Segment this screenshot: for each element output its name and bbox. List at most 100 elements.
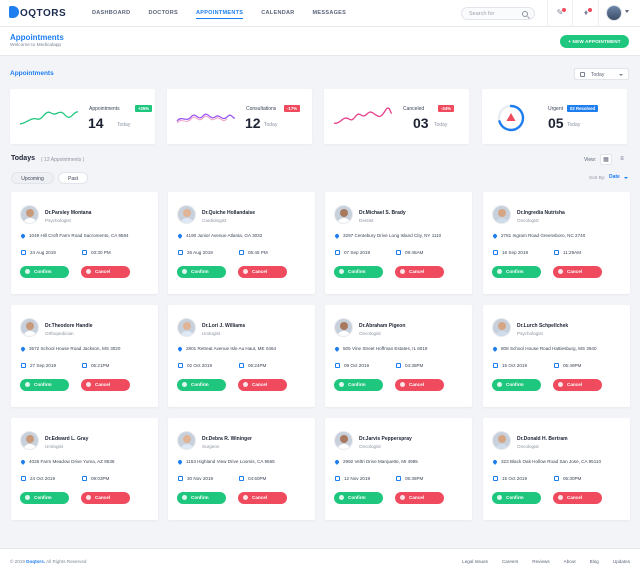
list-view-icon[interactable]: ≡ [620, 156, 624, 162]
doctor-name[interactable]: Dr.Abraham Pigeon [359, 323, 406, 329]
footer-link-about[interactable]: About [563, 559, 576, 564]
cancel-button[interactable]: Cancel [553, 266, 602, 278]
calendar-icon [178, 250, 183, 255]
alerts-icon[interactable]: ♦ [583, 8, 589, 17]
cancel-button[interactable]: Cancel [238, 492, 287, 504]
location-pin-icon [20, 346, 26, 352]
grid-view-icon[interactable]: ▦ [600, 154, 612, 165]
confirm-button[interactable]: Confirm [177, 492, 226, 504]
footer-link-careers[interactable]: Careers [501, 559, 519, 564]
chevron-down-icon[interactable] [624, 177, 628, 179]
check-icon [182, 495, 187, 500]
nav-messages[interactable]: MESSAGES [312, 10, 347, 16]
confirm-button[interactable]: Confirm [492, 266, 541, 278]
doctor-name[interactable]: Dr.Edward L. Gray [45, 436, 89, 442]
confirm-label: Confirm [348, 495, 366, 500]
cancel-button[interactable]: Cancel [553, 492, 602, 504]
cancel-button[interactable]: Cancel [81, 379, 130, 391]
confirm-button[interactable]: Confirm [177, 379, 226, 391]
cancel-button[interactable]: Cancel [395, 379, 444, 391]
page-title: Appointments [10, 33, 64, 42]
user-avatar[interactable] [606, 5, 622, 21]
brand-logo[interactable]: OQTORS [9, 6, 66, 19]
appointment-time: 09:03PM [91, 476, 110, 481]
doctor-name[interactable]: Dr.Jarvis Pepperspray [359, 436, 412, 442]
stat-badge: -34% [438, 105, 455, 112]
confirm-button[interactable]: Confirm [334, 266, 383, 278]
doctor-name[interactable]: Dr.Theodore Handle [45, 323, 93, 329]
doctor-name[interactable]: Dr.Donald H. Bertram [517, 436, 568, 442]
stat-badge: +25% [135, 105, 153, 112]
cancel-button[interactable]: Cancel [238, 266, 287, 278]
doctor-name[interactable]: Dr.Ingredia Nutrisha [517, 210, 565, 216]
appointment-time: 05:45 PM [248, 250, 268, 255]
confirm-button[interactable]: Confirm [20, 379, 69, 391]
sort-select[interactable]: Date [609, 174, 620, 180]
clock-icon [396, 250, 401, 255]
top-navbar: OQTORS DASHBOARD DOCTORS APPOINTMENTS CA… [0, 0, 640, 27]
cancel-button[interactable]: Cancel [553, 379, 602, 391]
tab-upcoming[interactable]: Upcoming [11, 172, 54, 184]
confirm-label: Confirm [34, 382, 52, 387]
clock-icon [554, 476, 559, 481]
calendar-icon [21, 363, 26, 368]
cancel-label: Cancel [95, 269, 111, 274]
stat-card-consultations: Consultations -17% 12 Today [167, 89, 312, 144]
cancel-label: Cancel [409, 495, 425, 500]
location-pin-icon [334, 233, 340, 239]
logo-mark-icon [9, 6, 19, 18]
cancel-label: Cancel [252, 382, 268, 387]
confirm-label: Confirm [34, 269, 52, 274]
confirm-label: Confirm [191, 269, 209, 274]
search-icon[interactable] [522, 11, 528, 17]
footer-link-legal[interactable]: Legal Issues [462, 559, 488, 564]
cancel-button[interactable]: Cancel [238, 379, 287, 391]
search-input[interactable]: Search for [461, 7, 535, 20]
confirm-button[interactable]: Confirm [492, 492, 541, 504]
chevron-down-icon[interactable] [625, 10, 629, 13]
clock-icon [239, 476, 244, 481]
new-appointment-button[interactable]: + NEW APPOINTMENT [560, 35, 629, 48]
confirm-button[interactable]: Confirm [20, 266, 69, 278]
confirm-button[interactable]: Confirm [20, 492, 69, 504]
notifications-icon[interactable]: ✎ [556, 8, 564, 17]
footer-link-blog[interactable]: Blog [589, 559, 599, 564]
clock-icon [82, 250, 87, 255]
confirm-label: Confirm [191, 382, 209, 387]
nav-appointments[interactable]: APPOINTMENTS [195, 10, 244, 19]
check-icon [339, 495, 344, 500]
cancel-button[interactable]: Cancel [81, 266, 130, 278]
tab-past[interactable]: Past [58, 172, 88, 184]
doctor-name[interactable]: Dr.Michael S. Brady [359, 210, 406, 216]
calendar-icon [493, 476, 498, 481]
appointment-date: 07 Sep 2019 [344, 250, 371, 255]
close-icon [243, 495, 248, 500]
cancel-button[interactable]: Cancel [395, 492, 444, 504]
footer-link-updates[interactable]: Updates [612, 559, 630, 564]
doctor-name[interactable]: Dr.Lurch Schpellchek [517, 323, 569, 329]
doctor-name[interactable]: Dr.Debra R. Wininger [202, 436, 252, 442]
confirm-button[interactable]: Confirm [177, 266, 226, 278]
doctor-avatar [20, 431, 39, 450]
location-pin-icon [20, 233, 26, 239]
clock-icon [239, 363, 244, 368]
address: 2992 Veltri Drive Marquette, MI 4985 [343, 459, 418, 464]
doctor-avatar [334, 205, 353, 224]
period-select[interactable]: Today [574, 68, 629, 80]
appointment-card: Dr.Lori J. Williams Urologist 2801 Retreat… [168, 305, 315, 407]
nav-calendar[interactable]: CALENDAR [261, 10, 295, 16]
nav-doctors[interactable]: DOCTORS [148, 10, 178, 16]
cancel-button[interactable]: Cancel [81, 492, 130, 504]
doctor-name[interactable]: Dr.Quiche Hollandaise [202, 210, 256, 216]
doctor-name[interactable]: Dr.Lori J. Williams [202, 323, 246, 329]
confirm-button[interactable]: Confirm [334, 379, 383, 391]
appointment-time: 05:49PM [563, 363, 582, 368]
cancel-button[interactable]: Cancel [395, 266, 444, 278]
confirm-button[interactable]: Confirm [492, 379, 541, 391]
doctor-name[interactable]: Dr.Parsley Montana [45, 210, 92, 216]
divider [598, 0, 599, 27]
footer-link-reviews[interactable]: Reviews [532, 559, 550, 564]
nav-dashboard[interactable]: DASHBOARD [92, 10, 131, 16]
confirm-button[interactable]: Confirm [334, 492, 383, 504]
summary-title: Appointments [10, 70, 54, 77]
